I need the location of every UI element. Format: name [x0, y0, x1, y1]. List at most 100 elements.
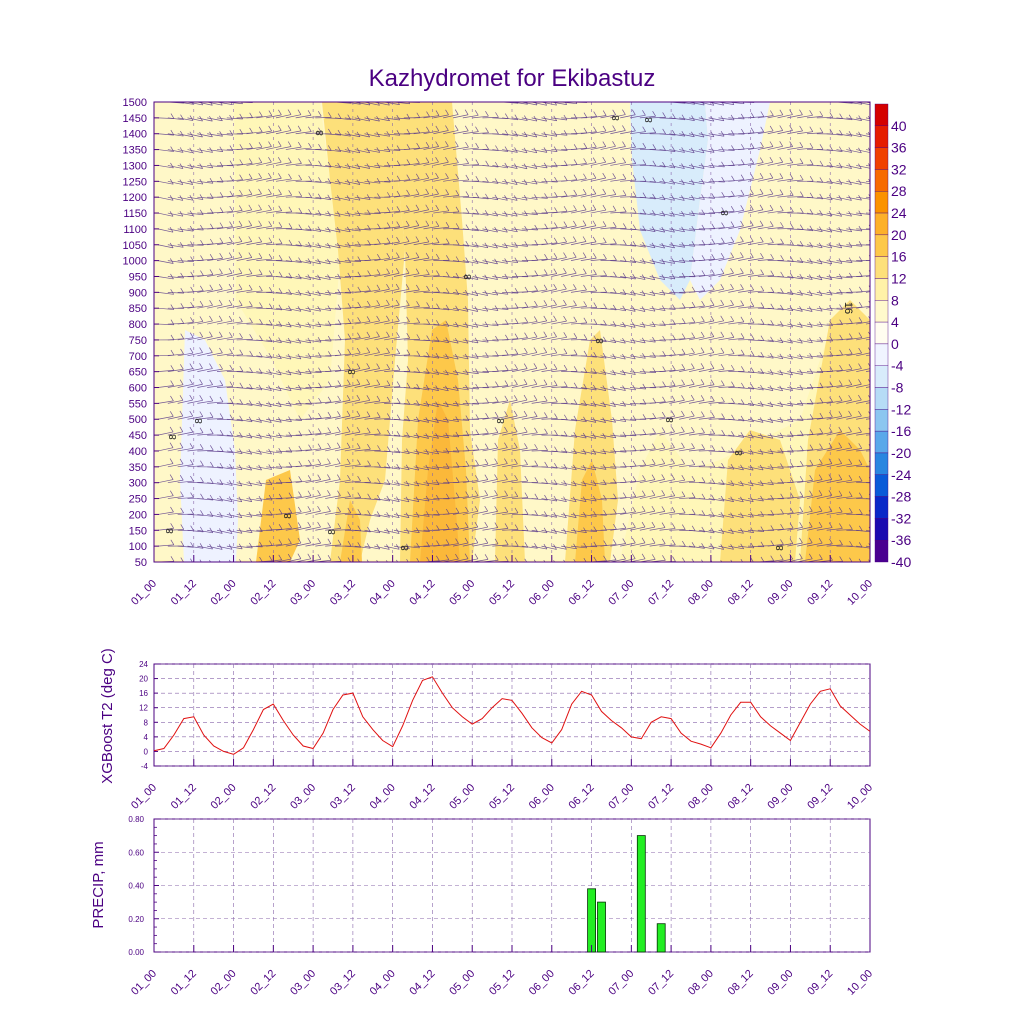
colorbar-label: 4 — [891, 314, 899, 330]
x-tick-label: 09_12 — [805, 782, 835, 812]
wind-barb-flag — [652, 95, 655, 100]
y-tick-label: 1300 — [123, 160, 147, 172]
precip-bar — [657, 924, 665, 952]
y-tick-label: 0.40 — [128, 882, 144, 891]
x-tick-label: 04_00 — [368, 968, 398, 998]
x-tick-label: 04_12 — [407, 968, 437, 998]
x-tick-label: 08_12 — [726, 578, 756, 608]
x-tick-label: 03_00 — [288, 578, 318, 608]
wind-barb-flag — [632, 94, 635, 99]
wind-barb-flag — [505, 97, 508, 102]
wind-barb-flag — [269, 95, 272, 100]
contour-label: 8 — [463, 274, 474, 280]
y-tick-label: 800 — [129, 319, 147, 331]
colorbar-label: -4 — [891, 358, 904, 374]
colorbar-swatch — [875, 475, 888, 497]
x-tick-label: 05_00 — [447, 968, 477, 998]
y-tick-label: 900 — [129, 287, 147, 299]
y-tick-label: 450 — [129, 430, 147, 442]
contour-label: 16 — [842, 302, 854, 314]
colorbar-swatch — [875, 431, 888, 453]
colorbar-swatch — [875, 278, 888, 300]
x-tick-label: 07_12 — [646, 782, 676, 812]
x-tick-label: 09_12 — [805, 968, 835, 998]
colorbar-swatch — [875, 191, 888, 213]
x-tick-label: 07_12 — [646, 578, 676, 608]
colorbar-label: -16 — [891, 423, 911, 439]
x-tick-label: 01_00 — [129, 782, 159, 812]
colorbar-swatch — [875, 104, 888, 126]
wind-barb-flag — [820, 95, 823, 100]
wind-barb-flag — [799, 94, 802, 99]
y-tick-label: 250 — [129, 494, 147, 506]
wind-barb-flag — [446, 94, 449, 99]
wind-barb-flag — [259, 96, 262, 101]
x-tick-label: 10_00 — [845, 782, 875, 812]
colorbar-label: -28 — [891, 489, 911, 505]
x-tick-label: 08_12 — [726, 968, 756, 998]
y-tick-label: 1350 — [123, 145, 147, 157]
y-tick-label: 1450 — [123, 113, 147, 125]
colorbar-swatch — [875, 366, 888, 388]
x-tick-label: 06_00 — [527, 782, 557, 812]
wind-barb-flag — [308, 94, 311, 99]
y-tick-label: 1250 — [123, 176, 147, 188]
contour-label: 8 — [194, 418, 205, 424]
wind-barb-flag — [338, 97, 341, 102]
x-tick-label: 02_00 — [209, 782, 239, 812]
x-tick-label: 09_12 — [805, 578, 835, 608]
colorbar-swatch — [875, 300, 888, 322]
contour-label: 8 — [400, 545, 411, 551]
x-tick-label: 05_12 — [487, 968, 517, 998]
x-tick-label: 04_12 — [407, 782, 437, 812]
y-tick-label: 1150 — [123, 208, 147, 220]
wind-barb-flag — [622, 94, 625, 99]
wind-barb-flag — [642, 94, 645, 99]
colorbar-swatch — [875, 235, 888, 257]
x-tick-label: 02_00 — [209, 968, 239, 998]
x-tick-label: 07_00 — [606, 578, 636, 608]
wind-barb-flag — [495, 96, 498, 101]
y-tick-label: 750 — [129, 335, 147, 347]
y-tick-label: 24 — [139, 660, 148, 669]
y-tick-label: 200 — [129, 509, 147, 521]
x-tick-label: 08_00 — [686, 578, 716, 608]
contour-label: 8 — [611, 115, 622, 121]
x-tick-label: 09_00 — [765, 578, 795, 608]
x-tick-label: 10_00 — [845, 578, 875, 608]
y-tick-label: 12 — [139, 704, 148, 713]
wind-barb-flag — [298, 94, 301, 99]
colorbar-swatch — [875, 169, 888, 191]
y-tick-label: 950 — [129, 271, 147, 283]
x-tick-label: 05_12 — [487, 782, 517, 812]
contour-label: 8 — [734, 450, 745, 456]
x-tick-label: 01_00 — [129, 968, 159, 998]
x-tick-label: 05_00 — [447, 578, 477, 608]
y-tick-label: 1500 — [123, 97, 147, 109]
wind-barb-flag — [475, 94, 478, 99]
colorbar-swatch — [875, 257, 888, 279]
wind-barb-flag — [663, 96, 666, 101]
colorbar-swatch — [875, 518, 888, 540]
x-tick-label: 03_12 — [328, 782, 358, 812]
y-tick-label: 0.60 — [128, 848, 144, 857]
y-tick-label: 550 — [129, 398, 147, 410]
y-tick-label: 1000 — [123, 256, 147, 268]
y-tick-label: 100 — [129, 541, 147, 553]
colorbar-label: 16 — [891, 249, 907, 265]
contour-label: 8 — [168, 434, 179, 440]
y-tick-label: 600 — [129, 383, 147, 395]
x-tick-label: 01_12 — [169, 782, 199, 812]
x-tick-label: 04_00 — [368, 782, 398, 812]
x-tick-label: 06_12 — [567, 578, 597, 608]
colorbar-swatch — [875, 388, 888, 410]
x-tick-label: 09_00 — [765, 782, 795, 812]
wind-barb-flag — [780, 94, 783, 99]
x-tick-label: 07_12 — [646, 968, 676, 998]
